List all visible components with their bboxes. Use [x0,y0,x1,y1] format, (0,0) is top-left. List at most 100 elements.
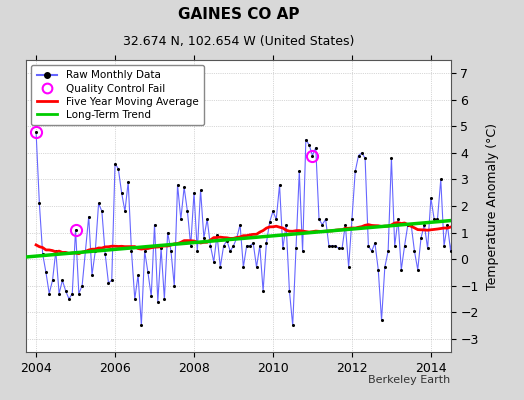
Point [407,221,416,228]
Point [210,258,218,265]
Point [124,179,133,185]
Point [213,232,221,238]
Point [97,208,106,214]
Point [249,240,257,246]
Legend: Raw Monthly Data, Quality Control Fail, Five Year Moving Average, Long-Term Tren: Raw Monthly Data, Quality Control Fail, … [31,65,204,125]
Point [223,237,231,244]
Point [285,288,293,294]
Point [101,250,110,257]
Point [127,248,136,254]
Point [130,296,139,302]
Point [203,216,211,222]
Point [364,243,373,249]
Point [193,248,202,254]
Point [367,248,376,254]
Point [48,277,57,284]
Point [394,216,402,222]
Point [91,248,100,254]
Point [246,243,254,249]
Point [58,277,67,284]
Point [266,219,274,225]
Point [74,290,83,297]
Point [183,208,192,214]
Point [167,248,175,254]
Point [200,235,208,241]
Point [446,248,455,254]
Point [55,290,63,297]
Point [163,229,172,236]
Point [397,266,406,273]
Point [226,248,234,254]
Point [160,296,169,302]
Point [377,317,386,323]
Point [463,266,471,273]
Point [289,322,297,329]
Point [403,221,412,228]
Point [157,245,165,252]
Point [348,216,356,222]
Point [52,248,60,254]
Point [387,155,396,162]
Point [305,142,313,148]
Point [371,240,379,246]
Point [121,208,129,214]
Point [147,293,156,300]
Point [107,277,116,284]
Point [302,136,310,143]
Point [220,243,228,249]
Point [173,182,182,188]
Point [325,243,333,249]
Point [443,221,452,228]
Point [111,160,119,167]
Point [230,243,238,249]
Point [335,245,343,252]
Point [239,264,247,270]
Point [190,190,198,196]
Point [354,152,363,159]
Point [436,176,445,183]
Point [430,216,439,222]
Point [150,221,159,228]
Point [233,235,241,241]
Point [170,282,179,289]
Text: Berkeley Earth: Berkeley Earth [368,375,451,385]
Point [357,150,366,156]
Point [433,216,442,222]
Text: GAINES CO AP: GAINES CO AP [178,7,299,22]
Point [259,288,267,294]
Point [84,214,93,220]
Point [450,216,458,222]
Point [344,264,353,270]
Point [384,248,392,254]
Point [35,200,43,206]
Point [94,200,103,206]
Point [272,216,280,222]
Point [81,248,90,254]
Point [71,227,80,233]
Point [279,245,287,252]
Point [45,290,53,297]
Point [61,288,70,294]
Point [206,243,215,249]
Point [338,245,346,252]
Point [216,264,224,270]
Point [298,248,307,254]
Point [318,221,326,228]
Point [269,208,277,214]
Point [456,208,465,214]
Point [380,264,389,270]
Point [187,243,195,249]
Point [32,128,40,135]
Point [262,240,270,246]
Point [38,250,47,257]
Point [440,243,448,249]
Point [137,322,146,329]
Point [275,182,283,188]
Text: 32.674 N, 102.654 W (United States): 32.674 N, 102.654 W (United States) [123,35,354,48]
Point [282,221,290,228]
Point [78,282,86,289]
Point [417,235,425,241]
Point [144,269,152,276]
Point [427,195,435,201]
Point [390,243,399,249]
